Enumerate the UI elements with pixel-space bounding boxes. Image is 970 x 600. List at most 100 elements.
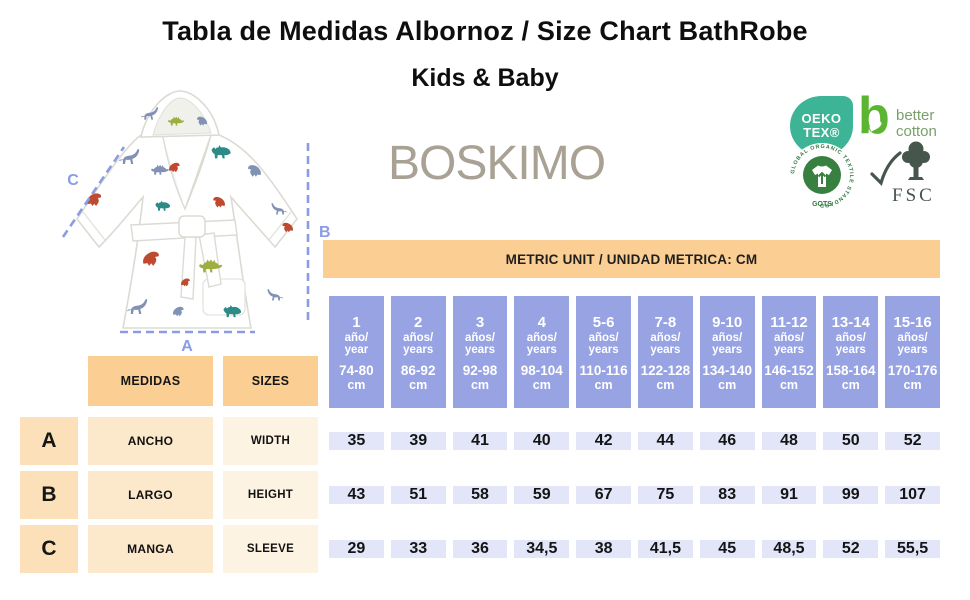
column-height-range: 158-164 <box>826 363 876 378</box>
size-column-header: 2 años/years 86-92 cm <box>390 296 446 408</box>
column-unit-label: cm <box>903 378 922 392</box>
table-row: A ANCHO WIDTH 35 39 41 40 42 44 46 48 50 52 <box>20 417 940 465</box>
unit-header-cell: METRIC UNIT / UNIDAD METRICA: CM <box>323 240 940 278</box>
column-height-range: 98-104 <box>520 363 563 378</box>
column-age-number: 11-12 <box>770 314 808 331</box>
column-height-range: 122-128 <box>640 363 691 378</box>
size-column-header: 7-8 años/years 122-128 cm <box>637 296 693 408</box>
size-column-header: 11-12 años/years 146-152 cm <box>761 296 817 408</box>
row-values: 29 33 36 34,5 38 41,5 45 48,5 52 55,5 <box>329 525 940 573</box>
page-title: Tabla de Medidas Albornoz / Size Chart B… <box>162 16 808 46</box>
value-cell: 42 <box>576 432 631 450</box>
size-table-rows: A ANCHO WIDTH 35 39 41 40 42 44 46 48 50 52 B LARGO HEI… <box>20 417 940 573</box>
column-age-label-es: año/ <box>344 332 369 344</box>
column-unit-label: cm <box>841 378 860 392</box>
column-unit-label: cm <box>656 378 675 392</box>
column-unit-label: cm <box>347 378 366 392</box>
tree-icon <box>902 141 930 180</box>
oeko-tex-badge: OEKO TEX® <box>790 96 853 156</box>
row-letter-cell: B <box>20 471 78 519</box>
bathrobe-illustration: C B A <box>61 90 331 355</box>
value-cell: 52 <box>823 540 879 558</box>
value-cell: 55,5 <box>885 540 940 558</box>
row-name-es-cell: MANGA <box>88 525 213 573</box>
value-cell: 50 <box>823 432 879 450</box>
gots-badge: GLOBAL ORGANIC TEXTILE STANDARD GOTS <box>789 143 855 209</box>
column-age-number: 13-14 <box>831 314 870 331</box>
value-cell: 107 <box>885 486 940 504</box>
column-age-number: 3 <box>475 314 485 331</box>
value-cell: 44 <box>638 432 693 450</box>
value-cell: 43 <box>329 486 384 504</box>
value-cell: 34,5 <box>514 540 570 558</box>
column-age-number: 9-10 <box>712 314 743 331</box>
column-unit-label: cm <box>532 378 551 392</box>
column-age-label-en: years <box>464 344 496 356</box>
column-age-label-es: años/ <box>897 332 928 344</box>
gots-label: GOTS <box>812 201 832 208</box>
column-age-label-en: years <box>588 344 619 356</box>
row-name-en-cell: SLEEVE <box>223 525 318 573</box>
size-column-header: 13-14 años/years 158-164 cm <box>823 296 879 408</box>
value-cell: 58 <box>452 486 508 504</box>
column-age-label-es: años/ <box>588 332 619 344</box>
column-age-number: 1 <box>352 314 361 331</box>
column-age-label-es: años/ <box>773 332 804 344</box>
value-cell: 36 <box>452 540 508 558</box>
column-age-label-en: years <box>526 344 557 356</box>
value-cell: 48,5 <box>761 540 817 558</box>
value-cell: 41,5 <box>638 540 693 558</box>
checkmark-icon <box>870 151 902 187</box>
value-cell: 46 <box>699 432 755 450</box>
size-column-header: 1 año/year 74-80 cm <box>329 296 384 408</box>
row-name-en-cell: HEIGHT <box>223 471 318 519</box>
oeko-tex-line1: OEKO <box>801 110 842 126</box>
column-height-range: 86-92 <box>400 363 436 378</box>
column-age-label-es: años/ <box>712 332 743 344</box>
column-age-label-en: year <box>344 344 369 356</box>
column-age-number: 7-8 <box>654 314 677 331</box>
size-column-header: 9-10 años/years 134-140 cm <box>699 296 755 408</box>
column-unit-label: cm <box>470 378 490 392</box>
row-values: 35 39 41 40 42 44 46 48 50 52 <box>329 417 940 465</box>
value-cell: 67 <box>576 486 631 504</box>
column-unit-label: cm <box>594 378 613 392</box>
dimension-label-b: B <box>319 224 331 241</box>
value-cell: 40 <box>514 432 570 450</box>
value-cell: 83 <box>699 486 755 504</box>
column-age-number: 2 <box>414 314 423 331</box>
size-column-header: 5-6 años/years 110-116 cm <box>576 296 631 408</box>
table-row: B LARGO HEIGHT 43 51 58 59 67 75 83 91 99 107 <box>20 471 940 519</box>
value-cell: 48 <box>761 432 817 450</box>
row-values: 43 51 58 59 67 75 83 91 99 107 <box>329 471 940 519</box>
size-column-header: 3 años/years 92-98 cm <box>452 296 508 408</box>
table-row: C MANGA SLEEVE 29 33 36 34,5 38 41,5 45 48,5 52 55,5 <box>20 525 940 573</box>
better-cotton-badge: b better cotton <box>858 87 966 146</box>
value-cell: 41 <box>452 432 508 450</box>
column-height-range: 110-116 <box>579 363 628 378</box>
up-arrow-icon <box>817 171 827 184</box>
better-cotton-wordmark: better cotton <box>896 107 937 140</box>
column-age-label-en: years <box>403 344 434 356</box>
column-age-label-en: years <box>835 344 866 356</box>
fsc-label: FSC <box>892 185 935 206</box>
row-name-es-cell: LARGO <box>88 471 213 519</box>
column-height-range: 170-176 <box>887 363 938 378</box>
column-unit-label: cm <box>718 378 737 392</box>
value-cell: 52 <box>885 432 940 450</box>
column-height-range: 74-80 <box>339 363 374 378</box>
value-cell: 33 <box>390 540 446 558</box>
value-cell: 75 <box>638 486 693 504</box>
column-age-label-en: years <box>897 344 928 356</box>
better-cotton-icon: b <box>858 87 890 145</box>
oeko-tex-line2: TEX® <box>803 125 840 140</box>
value-cell: 91 <box>761 486 817 504</box>
size-column-header: 15-16 años/years 170-176 cm <box>885 296 940 408</box>
column-age-label-es: años/ <box>526 332 557 344</box>
column-age-label-es: años/ <box>403 332 434 344</box>
column-age-number: 15-16 <box>893 314 932 331</box>
column-age-label-es: años/ <box>835 332 866 344</box>
row-name-en-cell: WIDTH <box>223 417 318 465</box>
sizes-header-cell: SIZES <box>223 356 318 406</box>
